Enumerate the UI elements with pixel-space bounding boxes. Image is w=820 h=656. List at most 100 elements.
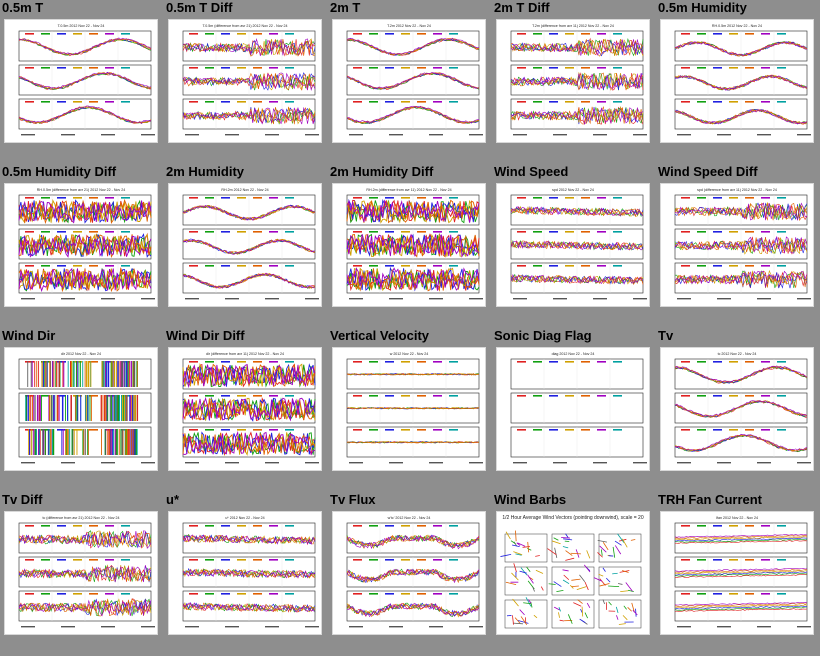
legend-mark	[25, 231, 34, 233]
plot-thumbnail-link[interactable]: T.0.5m (difference from avr 21) 2012 Nov…	[168, 19, 322, 143]
legend-mark	[449, 197, 458, 199]
wind-barb	[581, 606, 584, 617]
wind-barb	[558, 607, 561, 612]
plot-thumbnail-link[interactable]: tc (difference from avr 21) 2012 Nov 22 …	[4, 511, 158, 635]
legend-mark	[777, 525, 786, 527]
legend-mark	[57, 67, 66, 69]
wind-barb	[627, 589, 634, 592]
legend-mark	[41, 525, 50, 527]
legend-mark	[121, 559, 130, 561]
plot-thumbnail-link[interactable]: T.0.5m 2012 Nov 22 - Nov 24	[4, 19, 158, 143]
legend-mark	[269, 265, 278, 267]
legend-mark	[597, 101, 606, 103]
legend-mark	[237, 265, 246, 267]
axis-tick-label	[677, 134, 691, 136]
plot-thumbnail: T.2m (difference from avr 11) 2012 Nov 2…	[510, 24, 647, 136]
legend-mark	[41, 593, 50, 595]
legend-mark	[745, 67, 754, 69]
plot-thumbnail-link[interactable]: dir (difference from avr 11) 2012 Nov 22…	[168, 347, 322, 471]
plot-thumbnail-link[interactable]: T.2m (difference from avr 11) 2012 Nov 2…	[496, 19, 650, 143]
legend-mark	[681, 429, 690, 431]
plot-thumbnail-link[interactable]: spd (difference from avr 11) 2012 Nov 22…	[660, 183, 814, 307]
legend-mark	[369, 231, 378, 233]
series-line	[510, 274, 644, 285]
plot-thumbnail-link[interactable]: RH.0.5m 2012 Nov 22 - Nov 24	[660, 19, 814, 143]
plot-thumbnail-link[interactable]: RH.0.5m (difference from avr 21) 2012 No…	[4, 183, 158, 307]
axis-tick-label	[757, 298, 771, 300]
plot-thumbnail: 1/2 Hour Average Wind Vectors (pointing …	[500, 515, 644, 629]
series-line	[674, 237, 808, 255]
series-line	[18, 71, 152, 89]
legend-mark	[353, 593, 362, 595]
plot-thumbnail-link[interactable]: diag 2012 Nov 22 - Nov 24	[496, 347, 650, 471]
plot-thumbnail-link[interactable]: Ifan 2012 Nov 22 - Nov 24	[660, 511, 814, 635]
legend-mark	[697, 395, 706, 397]
plot-thumbnail-link[interactable]: w 2012 Nov 22 - Nov 24	[332, 347, 486, 471]
wind-barb	[532, 586, 535, 592]
plot-thumbnail-link[interactable]: 1/2 Hour Average Wind Vectors (pointing …	[496, 511, 650, 635]
wind-barb	[608, 585, 620, 587]
legend-mark	[189, 265, 198, 267]
series-line	[182, 39, 316, 57]
legend-mark	[745, 361, 754, 363]
legend-mark	[253, 559, 262, 561]
legend-mark	[41, 395, 50, 397]
legend-mark	[729, 361, 738, 363]
plot-thumbnail-link[interactable]: tc 2012 Nov 22 - Nov 24	[660, 347, 814, 471]
plot-caption: w'tc' 2012 Nov 22 - Nov 24	[388, 516, 431, 520]
legend-mark	[205, 395, 214, 397]
wind-barb	[520, 567, 528, 576]
plot-thumbnail-link[interactable]: spd 2012 Nov 22 - Nov 24	[496, 183, 650, 307]
series-line	[346, 233, 480, 257]
plot-thumbnail-link[interactable]: u* 2012 Nov 22 - Nov 24	[168, 511, 322, 635]
legend-mark	[205, 559, 214, 561]
legend-mark	[189, 231, 198, 233]
legend-mark	[417, 361, 426, 363]
legend-mark	[581, 361, 590, 363]
legend-mark	[189, 429, 198, 431]
legend-mark	[105, 593, 114, 595]
legend-mark	[745, 559, 754, 561]
plot-thumbnail-link[interactable]: RH.2m 2012 Nov 22 - Nov 24	[168, 183, 322, 307]
legend-mark	[549, 197, 558, 199]
wind-barb	[606, 577, 611, 583]
legend-mark	[549, 101, 558, 103]
legend-mark	[285, 361, 294, 363]
axis-tick-label	[389, 298, 403, 300]
axis-tick-label	[469, 298, 483, 300]
series-line	[674, 533, 808, 538]
series-line	[510, 39, 644, 56]
series-line	[182, 568, 316, 579]
legend-mark	[401, 525, 410, 527]
plot-caption: u* 2012 Nov 22 - Nov 24	[225, 516, 264, 520]
series-line	[18, 530, 152, 549]
plot-thumbnail: w 2012 Nov 22 - Nov 24	[346, 352, 483, 464]
wind-barb	[612, 546, 616, 558]
legend-mark	[713, 231, 722, 233]
legend-mark	[549, 265, 558, 267]
plot-thumbnail-link[interactable]: T.2m 2012 Nov 22 - Nov 24	[332, 19, 486, 143]
wind-barb	[577, 599, 583, 604]
plot-thumbnail-link[interactable]: w'tc' 2012 Nov 22 - Nov 24	[332, 511, 486, 635]
legend-mark	[89, 231, 98, 233]
plot-title: TRH Fan Current	[658, 492, 762, 507]
legend-mark	[433, 67, 442, 69]
legend-mark	[565, 361, 574, 363]
legend-mark	[697, 559, 706, 561]
legend-mark	[189, 593, 198, 595]
legend-mark	[105, 525, 114, 527]
legend-mark	[237, 429, 246, 431]
legend-mark	[713, 361, 722, 363]
legend-mark	[57, 197, 66, 199]
legend-mark	[777, 33, 786, 35]
series-line	[18, 233, 152, 259]
legend-mark	[221, 231, 230, 233]
legend-mark	[385, 525, 394, 527]
plot-thumbnail-link[interactable]: dir 2012 Nov 22 - Nov 24	[4, 347, 158, 471]
legend-mark	[41, 33, 50, 35]
plot-thumbnail-link[interactable]: RH.2m (difference from avr 11) 2012 Nov …	[332, 183, 486, 307]
axis-tick-label	[553, 298, 567, 300]
series-line	[674, 567, 808, 572]
legend-mark	[253, 231, 262, 233]
wind-barb	[622, 615, 628, 621]
